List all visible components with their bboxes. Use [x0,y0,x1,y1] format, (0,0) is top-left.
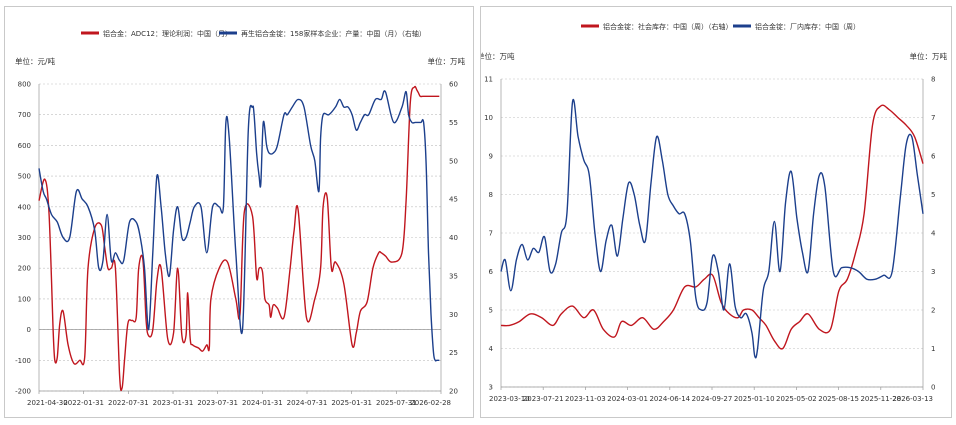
legend: 铝合金：ADC12：理论利润：中国（月） 再生铝合金锭：158家样本企业：产量：中… [81,29,426,38]
y-tick-right: 8 [931,76,935,84]
y-tick-left: 500 [18,173,31,181]
y-tick-left: 10 [484,114,493,122]
legend-label-2: 再生铝合金锭：158家样本企业：产量：中国（月）（右轴） [241,29,426,38]
y-tick-left: 700 [18,111,31,119]
y-tick-right: 35 [449,272,458,280]
y-tick-left: 7 [489,230,493,238]
y-unit-left: 单位：元/吨 [15,56,56,66]
x-tick-label: 2024-06-14 [649,395,690,403]
x-tick-label: 2026-02-28 [410,399,451,407]
series-line-1 [38,85,440,392]
y-tick-left: 11 [484,76,493,84]
y-tick-right: 40 [449,234,458,242]
y-tick-right: 55 [449,119,458,127]
y-tick-left: 8 [489,191,493,199]
legend-label-1: 铝合金：ADC12：理论利润：中国（月） [103,29,232,38]
y-tick-right: 25 [449,349,458,357]
y-tick-left: -100 [15,357,31,365]
x-tick-label: 2025-07-31 [376,399,417,407]
x-tick-label: 2024-07-31 [287,399,328,407]
y-tick-right: 60 [449,81,458,89]
x-tick-label: 2026-03-13 [892,395,933,403]
x-tick-label: 2023-11-03 [565,395,606,403]
left-chart: 铝合金：ADC12：理论利润：中国（月） 再生铝合金锭：158家样本企业：产量：中… [15,29,466,407]
y-tick-right: 0 [931,384,935,392]
x-tick-label: 2025-01-31 [331,399,372,407]
y-tick-right: 4 [931,230,936,238]
y-unit-right: 单位：万吨 [910,51,948,61]
series-points-2 [39,92,440,361]
x-tick-label: 2021-04-30 [27,399,68,407]
legend-label-2: 铝合金锭：厂内库存：中国（周） [755,22,860,31]
y-tick-right: 50 [449,157,458,165]
gridlines [501,78,923,388]
x-tick-label: 2023-07-31 [197,399,238,407]
y-tick-left: -200 [15,388,31,396]
x-tick-label: 2025-05-02 [776,395,817,403]
y-tick-left: 100 [18,295,31,303]
y-tick-right: 1 [931,345,935,353]
x-tick-label: 2022-01-31 [63,399,104,407]
y-tick-left: 4 [489,345,494,353]
y-tick-left: 400 [18,203,31,211]
y-tick-left: 0 [27,326,31,334]
x-tick-label: 2024-01-31 [242,399,283,407]
right-chart-panel: 铝合金锭：社会库存：中国（周）（右轴） 铝合金锭：厂内库存：中国（周） 单位：万吨 单… [480,6,952,418]
y-tick-left: 9 [489,153,493,161]
x-tick-label: 2025-08-15 [818,395,859,403]
y-tick-right: 2 [931,307,935,315]
y-tick-left: 300 [18,234,31,242]
y-tick-left: 5 [489,307,493,315]
y-tick-right: 45 [449,196,458,204]
gridlines [39,83,441,392]
x-tick-label: 2023-07-21 [523,395,564,403]
y-tick-left: 600 [18,142,31,150]
y-tick-left: 200 [18,265,31,273]
right-chart: 铝合金锭：社会库存：中国（周）（右轴） 铝合金锭：厂内库存：中国（周） 单位：万吨 单… [481,22,948,403]
y-tick-left: 800 [18,81,31,89]
y-tick-left: 6 [489,268,494,276]
legend: 铝合金锭：社会库存：中国（周）（右轴） 铝合金锭：厂内库存：中国（周） [581,22,860,31]
y-unit-right: 单位：万吨 [428,56,466,66]
y-tick-right: 20 [449,388,458,396]
x-tick-label: 2024-03-01 [607,395,648,403]
x-tick-label: 2024-09-27 [692,395,733,403]
left-chart-panel: 铝合金：ADC12：理论利润：中国（月） 再生铝合金锭：158家样本企业：产量：中… [4,6,474,418]
legend-label-1: 铝合金锭：社会库存：中国（周）（右轴） [603,22,733,31]
y-tick-right: 30 [449,311,458,319]
y-tick-right: 6 [931,153,936,161]
y-unit-left: 单位：万吨 [481,51,515,61]
y-tick-left: 3 [489,384,493,392]
x-tick-label: 2025-01-10 [734,395,775,403]
series-line-2 [38,90,440,362]
x-tick-label: 2023-01-31 [153,399,194,407]
x-tick-label: 2023-03-10 [489,395,530,403]
series-line-2 [500,98,924,359]
y-tick-right: 3 [931,268,935,276]
y-tick-right: 5 [931,191,935,199]
x-tick-label: 2022-07-31 [108,399,149,407]
y-tick-right: 7 [931,114,935,122]
series-line-1 [500,104,924,350]
x-tick-label: 2025-11-28 [860,395,901,403]
